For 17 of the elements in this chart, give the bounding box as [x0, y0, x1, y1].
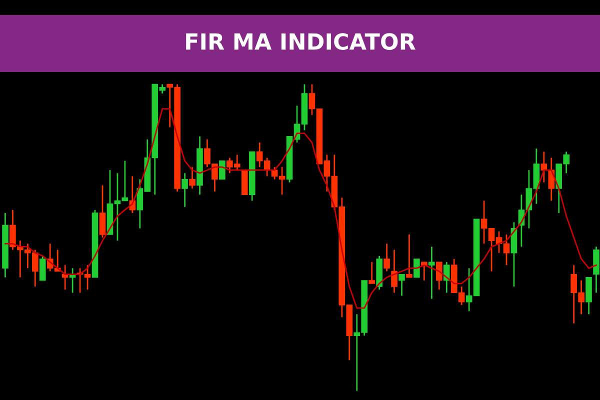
candlestick — [540, 151, 548, 184]
candlestick — [189, 166, 196, 190]
candlestick — [436, 261, 442, 290]
candlestick — [406, 234, 412, 278]
candlestick — [182, 172, 188, 208]
candlestick — [391, 249, 398, 294]
candlestick — [368, 261, 375, 284]
candlestick — [428, 246, 435, 300]
candlestick — [443, 261, 450, 294]
candlestick — [39, 255, 46, 282]
chart-title: FIR MA INDICATOR — [186, 33, 416, 50]
candlestick — [384, 242, 390, 272]
candlestick — [414, 258, 420, 278]
candlestick — [548, 157, 555, 202]
candlestick — [421, 261, 428, 282]
candlestick — [398, 274, 405, 296]
candlestick — [99, 184, 106, 238]
